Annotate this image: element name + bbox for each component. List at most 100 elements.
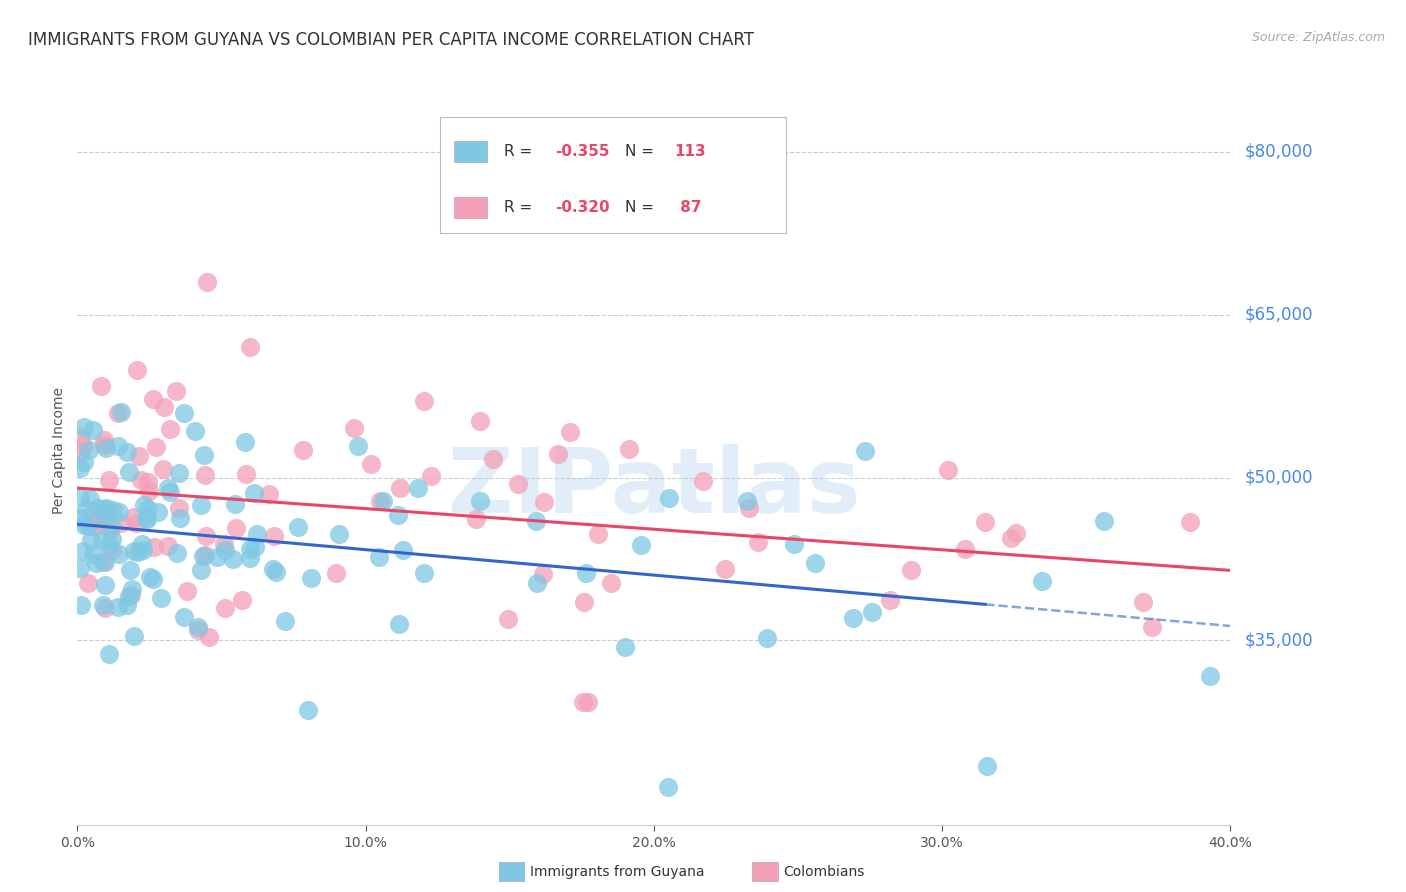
Point	[692, 475, 714, 489]
Point	[292, 442, 315, 457]
Point	[129, 473, 152, 487]
Point	[190, 498, 212, 512]
Point	[167, 501, 190, 516]
Y-axis label: Per Capita Income: Per Capita Income	[52, 387, 66, 514]
Text: -0.355: -0.355	[554, 145, 609, 160]
Point	[287, 520, 309, 534]
Point	[617, 442, 640, 457]
Point	[145, 440, 167, 454]
Point	[346, 439, 368, 453]
Point	[264, 566, 287, 580]
Point	[77, 519, 100, 533]
Point	[738, 500, 761, 515]
Point	[190, 563, 212, 577]
Point	[413, 394, 436, 409]
Point	[73, 518, 96, 533]
Point	[173, 406, 195, 420]
Point	[195, 275, 218, 289]
Point	[143, 540, 166, 554]
Point	[93, 509, 115, 524]
Point	[1140, 620, 1163, 634]
Point	[187, 623, 209, 637]
Point	[101, 542, 124, 557]
Point	[841, 611, 863, 625]
Point	[110, 516, 132, 530]
Point	[576, 695, 599, 709]
Point	[360, 457, 382, 471]
Point	[124, 629, 146, 643]
Text: $35,000: $35,000	[1244, 632, 1313, 649]
Point	[1000, 531, 1022, 545]
Text: -0.320: -0.320	[554, 200, 609, 215]
Text: 87: 87	[675, 200, 702, 215]
Point	[82, 504, 104, 518]
Text: R =: R =	[503, 145, 537, 160]
Point	[84, 517, 107, 532]
Point	[657, 780, 679, 794]
Point	[69, 560, 91, 574]
FancyBboxPatch shape	[454, 197, 486, 219]
Point	[465, 511, 488, 525]
Point	[747, 535, 769, 549]
Point	[343, 421, 366, 435]
Point	[103, 503, 125, 517]
Point	[142, 392, 165, 406]
Point	[94, 601, 117, 615]
Point	[91, 501, 114, 516]
Point	[243, 541, 266, 555]
Point	[900, 563, 922, 577]
Point	[630, 538, 652, 552]
Text: Source: ZipAtlas.com: Source: ZipAtlas.com	[1251, 31, 1385, 45]
Point	[481, 452, 503, 467]
Point	[138, 484, 160, 499]
Point	[214, 542, 236, 557]
Point	[221, 551, 243, 566]
Point	[156, 481, 179, 495]
Point	[262, 562, 284, 576]
Point	[1132, 595, 1154, 609]
Text: $80,000: $80,000	[1244, 143, 1313, 161]
Point	[526, 515, 548, 529]
Point	[233, 434, 256, 449]
Point	[804, 556, 827, 570]
Point	[193, 549, 215, 563]
Point	[91, 533, 114, 548]
Point	[468, 414, 491, 428]
Point	[91, 510, 114, 524]
Point	[107, 406, 129, 420]
Point	[714, 562, 737, 576]
Point	[388, 481, 411, 495]
Point	[120, 588, 142, 602]
Point	[373, 493, 395, 508]
Point	[91, 555, 114, 569]
Point	[100, 523, 122, 537]
Point	[239, 542, 262, 557]
Point	[82, 423, 104, 437]
Point	[860, 605, 883, 619]
Point	[855, 444, 877, 458]
Point	[782, 537, 804, 551]
Point	[142, 572, 165, 586]
Point	[96, 501, 118, 516]
Point	[69, 430, 91, 444]
Point	[406, 481, 429, 495]
Point	[370, 493, 392, 508]
Point	[936, 462, 959, 476]
Point	[131, 537, 153, 551]
Point	[125, 363, 148, 377]
Point	[132, 498, 155, 512]
Point	[165, 384, 187, 399]
Point	[90, 379, 112, 393]
Point	[107, 600, 129, 615]
Point	[299, 570, 322, 584]
Point	[157, 539, 180, 553]
Point	[72, 439, 94, 453]
Point	[75, 502, 97, 516]
Point	[572, 595, 595, 609]
Point	[973, 515, 995, 529]
Point	[101, 533, 124, 547]
Point	[588, 527, 610, 541]
Point	[242, 486, 264, 500]
Point	[526, 576, 548, 591]
Point	[187, 620, 209, 634]
